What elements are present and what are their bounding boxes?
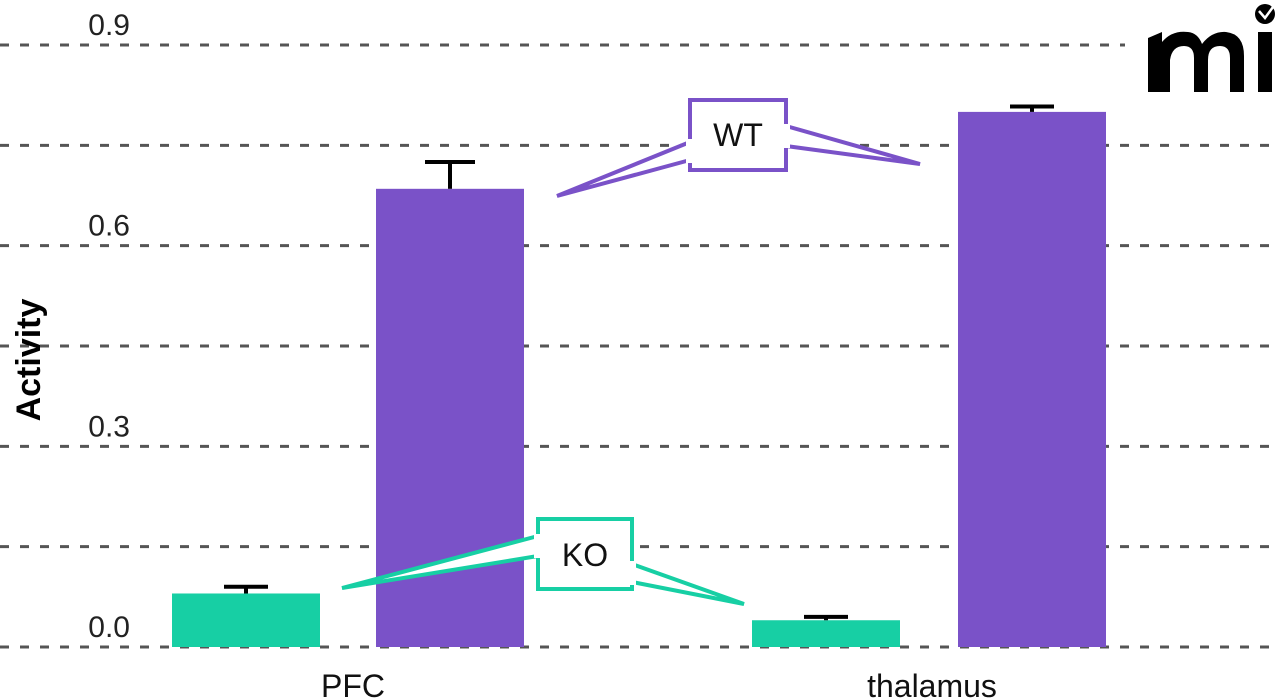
y-tick-label: 0.6 <box>88 210 130 243</box>
bar-ko-thalamus <box>752 620 900 647</box>
category-label: PFC <box>321 668 385 699</box>
error-bar-wt-thalamus <box>1010 104 1054 112</box>
callout-wt-label: WT <box>713 117 763 153</box>
callout-wt-pointer-right <box>785 124 921 166</box>
error-bar-wt-pfc <box>425 160 475 189</box>
callouts: WT KO <box>341 98 921 606</box>
callout-wt-box <box>688 98 788 172</box>
y-tick-labels: 0.0 0.3 0.6 0.9 <box>88 9 130 644</box>
y-tick-label: 0.9 <box>88 9 130 42</box>
bars <box>172 104 1106 648</box>
callout-ko-box <box>536 517 634 591</box>
category-label: thalamus <box>867 668 997 699</box>
callout-ko-pointer-left <box>341 534 539 590</box>
error-bar-ko-thalamus <box>804 614 848 621</box>
mi-logo-text: mi <box>1167 22 1251 110</box>
callout-wt-pointer-left <box>556 140 691 198</box>
y-axis-title: Activity <box>10 299 48 422</box>
error-bar-ko-pfc <box>224 584 268 594</box>
bar-ko-pfc <box>172 593 320 647</box>
callout-ko-pointer-right <box>631 562 745 606</box>
callout-ko-label: KO <box>562 537 608 573</box>
y-tick-label: 0.0 <box>88 611 130 644</box>
mi-logo <box>1148 4 1275 92</box>
callout-ko: KO <box>341 517 745 606</box>
category-labels: PFC thalamus <box>321 668 997 699</box>
y-tick-label: 0.3 <box>88 410 130 443</box>
bar-wt-thalamus <box>958 111 1106 647</box>
callout-wt: WT <box>556 98 921 198</box>
